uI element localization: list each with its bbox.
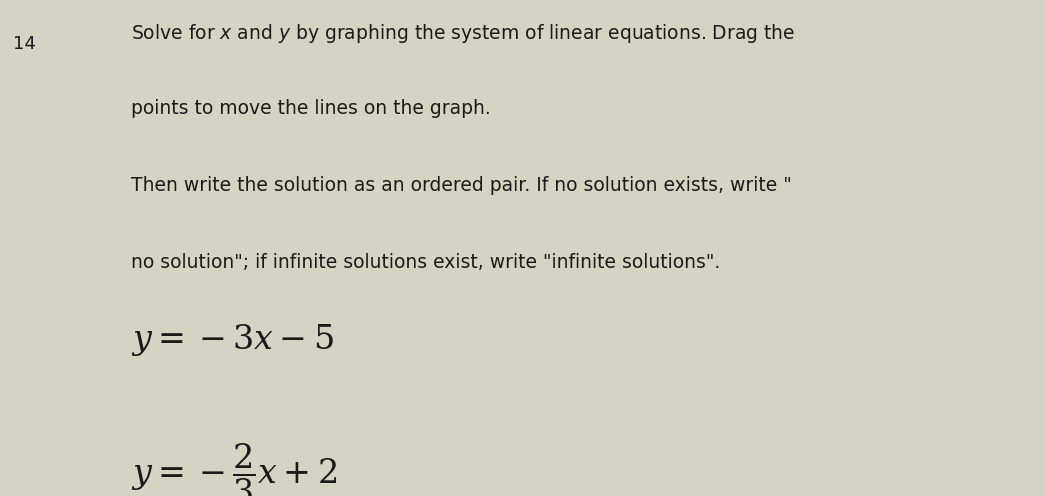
Text: $y = -\dfrac{2}{3}x + 2$: $y = -\dfrac{2}{3}x + 2$ <box>131 441 336 496</box>
Text: $y = -3x - 5$: $y = -3x - 5$ <box>131 322 333 359</box>
Text: Then write the solution as an ordered pair. If no solution exists, write ": Then write the solution as an ordered pa… <box>131 176 791 195</box>
Text: Solve for $x$ and $y$ by graphing the system of linear equations. Drag the: Solve for $x$ and $y$ by graphing the sy… <box>131 22 795 45</box>
Text: no solution"; if infinite solutions exist, write "infinite solutions".: no solution"; if infinite solutions exis… <box>131 253 720 272</box>
Text: 14: 14 <box>13 35 36 53</box>
Text: points to move the lines on the graph.: points to move the lines on the graph. <box>131 99 490 118</box>
